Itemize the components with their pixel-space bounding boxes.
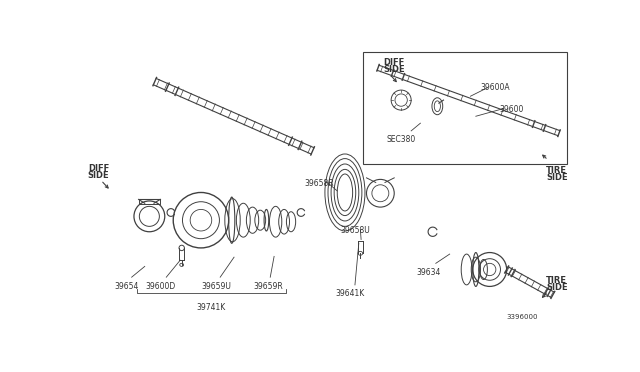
Text: SIDE: SIDE xyxy=(88,171,109,180)
Text: 39658U: 39658U xyxy=(340,226,370,235)
Text: 39741K: 39741K xyxy=(196,303,225,312)
Text: SIDE: SIDE xyxy=(546,283,568,292)
Text: SIDE: SIDE xyxy=(383,65,405,74)
Text: 39641K: 39641K xyxy=(335,289,364,298)
Text: TIRE: TIRE xyxy=(546,276,567,285)
Text: 3396000: 3396000 xyxy=(506,314,538,320)
Text: 39654: 39654 xyxy=(114,282,138,291)
Text: DIFF: DIFF xyxy=(383,58,404,67)
Text: 39600D: 39600D xyxy=(146,282,176,291)
Text: 39659R: 39659R xyxy=(254,282,284,291)
Text: SIDE: SIDE xyxy=(546,173,568,182)
Bar xyxy=(363,52,566,164)
Text: 39600: 39600 xyxy=(499,105,524,114)
Text: 39658R: 39658R xyxy=(304,179,333,187)
Text: DIFF: DIFF xyxy=(88,164,109,173)
Text: TIRE: TIRE xyxy=(546,166,567,175)
Text: SEC380: SEC380 xyxy=(387,135,416,144)
Text: 39659U: 39659U xyxy=(202,282,231,291)
Text: 39600A: 39600A xyxy=(480,83,510,92)
Text: 39634: 39634 xyxy=(416,268,440,277)
